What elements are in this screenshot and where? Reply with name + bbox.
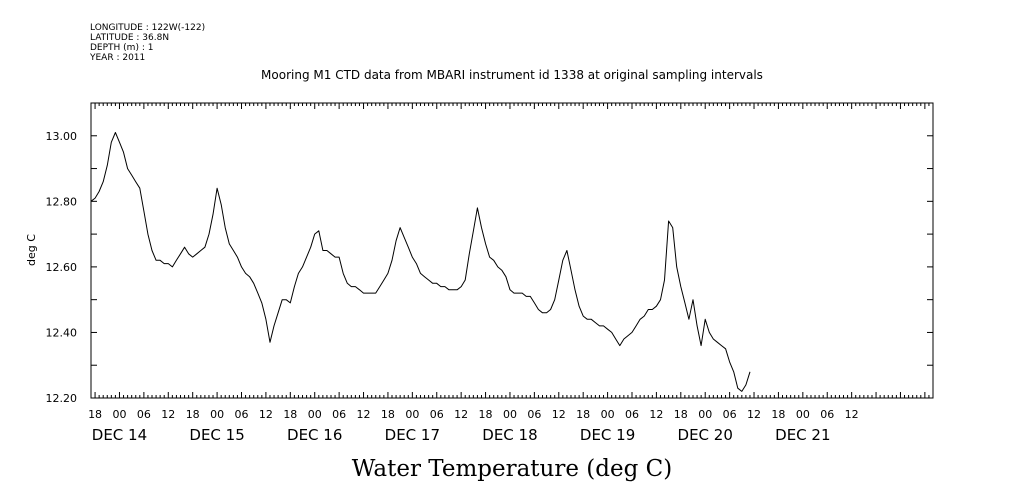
x-hour-label: 18 bbox=[576, 408, 590, 421]
meta-year: YEAR : 2011 bbox=[89, 53, 145, 63]
plot-frame bbox=[90, 102, 934, 399]
x-hour-label: 18 bbox=[283, 408, 297, 421]
x-day-label: DEC 19 bbox=[580, 426, 635, 444]
x-day-label: DEC 16 bbox=[287, 426, 342, 444]
y-tick-label: 13.00 bbox=[46, 130, 78, 143]
x-hour-label: 12 bbox=[649, 408, 663, 421]
metadata-block: LONGITUDE : 122W(-122) LATITUDE : 36.8N … bbox=[89, 23, 205, 63]
water-temperature-line bbox=[90, 132, 751, 392]
x-hour-label: 06 bbox=[137, 408, 151, 421]
x-hour-label: 12 bbox=[552, 408, 566, 421]
x-hour-label: 06 bbox=[430, 408, 444, 421]
meta-latitude: LATITUDE : 36.8N bbox=[90, 33, 169, 43]
x-hour-label: 18 bbox=[186, 408, 200, 421]
y-tick-label: 12.40 bbox=[46, 326, 78, 339]
y-tick-label: 12.60 bbox=[46, 261, 78, 274]
chart-title: Mooring M1 CTD data from MBARI instrumen… bbox=[261, 68, 763, 82]
x-hour-label: 12 bbox=[259, 408, 273, 421]
x-day-label: DEC 15 bbox=[189, 426, 244, 444]
x-hour-label: 00 bbox=[112, 408, 126, 421]
y-tick-label: 12.80 bbox=[46, 195, 78, 208]
x-hour-label: 00 bbox=[210, 408, 224, 421]
y-axis-label: deg C bbox=[25, 234, 38, 266]
x-hour-label: 18 bbox=[479, 408, 493, 421]
x-hour-label: 18 bbox=[88, 408, 102, 421]
x-day-label: DEC 14 bbox=[92, 426, 147, 444]
x-hour-label: 12 bbox=[357, 408, 371, 421]
x-axis: 18 00 06 12 18 00 06 12 18 00 06 12 18 00 06 12 18 00 06 12… bbox=[88, 103, 934, 444]
x-hour-label: 12 bbox=[845, 408, 859, 421]
x-hour-label: 06 bbox=[235, 408, 249, 421]
x-day-label: DEC 21 bbox=[775, 426, 830, 444]
series-layer bbox=[90, 132, 751, 392]
chart-caption: Water Temperature (deg C) bbox=[352, 456, 672, 482]
x-hour-label: 06 bbox=[723, 408, 737, 421]
x-hour-label: 06 bbox=[625, 408, 639, 421]
x-day-label: DEC 17 bbox=[385, 426, 440, 444]
x-hour-label: 00 bbox=[796, 408, 810, 421]
x-hour-label: 06 bbox=[820, 408, 834, 421]
x-hour-label: 00 bbox=[601, 408, 615, 421]
x-hour-label: 00 bbox=[698, 408, 712, 421]
x-hour-label: 06 bbox=[527, 408, 541, 421]
x-hour-label: 00 bbox=[503, 408, 517, 421]
y-tick-label: 12.20 bbox=[46, 392, 78, 405]
meta-depth: DEPTH (m) : 1 bbox=[90, 43, 153, 53]
y-axis: 12.20 12.40 12.60 12.80 13.00 bbox=[46, 102, 933, 405]
x-hour-label: 12 bbox=[747, 408, 761, 421]
x-hour-label: 06 bbox=[332, 408, 346, 421]
x-hour-label: 18 bbox=[771, 408, 785, 421]
x-hour-label: 18 bbox=[674, 408, 688, 421]
x-day-label: DEC 20 bbox=[678, 426, 733, 444]
x-hour-label: 18 bbox=[381, 408, 395, 421]
x-hour-label: 12 bbox=[161, 408, 175, 421]
meta-longitude: LONGITUDE : 122W(-122) bbox=[90, 23, 205, 33]
x-hour-label: 00 bbox=[405, 408, 419, 421]
x-hour-label: 00 bbox=[308, 408, 322, 421]
x-day-label: DEC 18 bbox=[482, 426, 537, 444]
x-hour-label: 12 bbox=[454, 408, 468, 421]
